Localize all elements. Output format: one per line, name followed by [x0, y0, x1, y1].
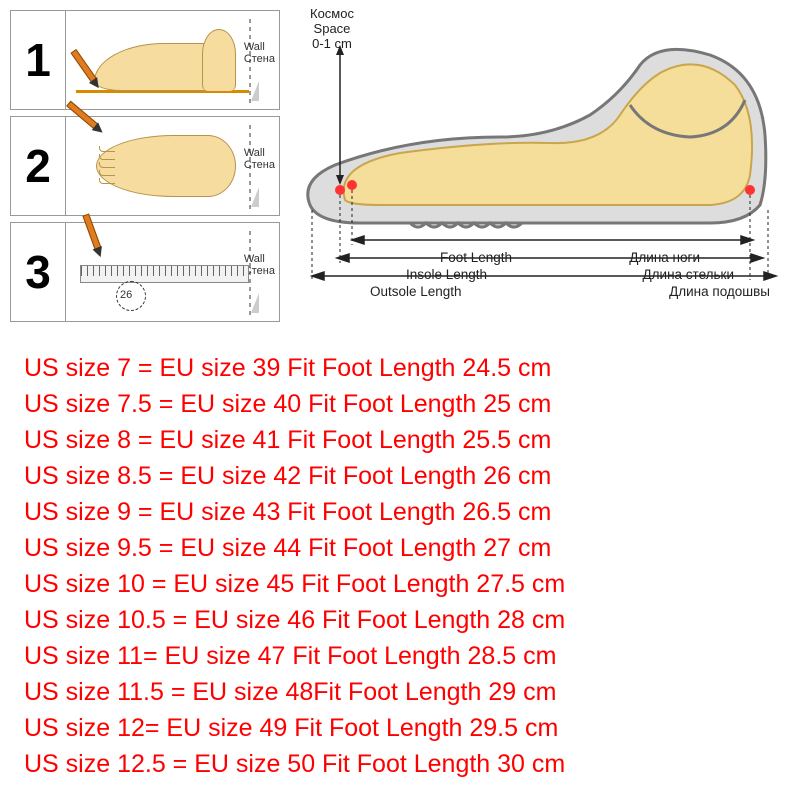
- measurement-steps-panel: 1 Wall Стена 2: [0, 0, 280, 340]
- size-row: US size 12.5 = EU size 50 Fit Foot Lengt…: [24, 746, 776, 782]
- size-row: US size 9.5 = EU size 44 Fit Foot Length…: [24, 530, 776, 566]
- top-section: 1 Wall Стена 2: [0, 0, 800, 340]
- pencil-icon: [82, 213, 101, 249]
- dimension-labels: Foot Length Длина ноги Insole Length Дли…: [360, 248, 780, 299]
- insole-length-en: Insole Length: [406, 267, 487, 282]
- outsole-length-label: Outsole Length Длина подошвы: [360, 284, 780, 299]
- size-conversion-list: US size 7 = EU size 39 Fit Foot Length 2…: [24, 350, 776, 782]
- size-row: US size 11.5 = EU size 48Fit Foot Length…: [24, 674, 776, 710]
- size-row: US size 9 = EU size 43 Fit Foot Length 2…: [24, 494, 776, 530]
- shoe-diagram-panel: Космос Space 0-1 cm: [280, 0, 800, 340]
- ruler-icon: [80, 265, 249, 283]
- space-ru: Космос: [310, 6, 354, 21]
- insole-length-label: Insole Length Длина стельки: [360, 267, 780, 282]
- size-row: US size 10 = EU size 45 Fit Foot Length …: [24, 566, 776, 602]
- step-3-number: 3: [11, 223, 66, 321]
- foot-top-icon: [96, 135, 236, 197]
- foot-length-label: Foot Length Длина ноги: [360, 250, 780, 265]
- space-en: Space: [314, 21, 351, 36]
- size-row: US size 7.5 = EU size 40 Fit Foot Length…: [24, 386, 776, 422]
- step-3: 3 Wall Стена 26: [10, 222, 280, 322]
- wall-wedge-icon: [251, 81, 259, 101]
- foot-side-icon: [94, 36, 234, 91]
- wall-en: Wall: [244, 41, 265, 53]
- step-1-illustration: Wall Стена: [66, 11, 279, 109]
- step-1-number: 1: [11, 11, 66, 109]
- foot-length-en: Foot Length: [440, 250, 512, 265]
- step-2-illustration: Wall Стена: [66, 117, 279, 215]
- size-row: US size 11= EU size 47 Fit Foot Length 2…: [24, 638, 776, 674]
- foot-length-ru: Длина ноги: [629, 250, 700, 265]
- measurement-value: 26: [120, 289, 132, 301]
- wall-ru: Стена: [244, 159, 275, 171]
- insole-length-ru: Длина стельки: [643, 267, 734, 282]
- size-row: US size 8.5 = EU size 42 Fit Foot Length…: [24, 458, 776, 494]
- size-row: US size 10.5 = EU size 46 Fit Foot Lengt…: [24, 602, 776, 638]
- step-1: 1 Wall Стена: [10, 10, 280, 110]
- wall-label: Wall Стена: [244, 147, 275, 171]
- wall-wedge-icon: [251, 293, 259, 313]
- outsole-length-ru: Длина подошвы: [669, 284, 770, 299]
- outsole-length-en: Outsole Length: [370, 284, 462, 299]
- wall-ru: Стена: [244, 53, 275, 65]
- size-row: US size 7 = EU size 39 Fit Foot Length 2…: [24, 350, 776, 386]
- size-row: US size 12= EU size 49 Fit Foot Length 2…: [24, 710, 776, 746]
- wall-en: Wall: [244, 253, 265, 265]
- pencil-icon: [70, 49, 96, 83]
- step-2: 2 Wall Стена: [10, 116, 280, 216]
- size-row: US size 8 = EU size 41 Fit Foot Length 2…: [24, 422, 776, 458]
- step-2-number: 2: [11, 117, 66, 215]
- wall-wedge-icon: [251, 187, 259, 207]
- wall-en: Wall: [244, 147, 265, 159]
- step-3-illustration: Wall Стена 26: [66, 223, 279, 321]
- wall-label: Wall Стена: [244, 41, 275, 65]
